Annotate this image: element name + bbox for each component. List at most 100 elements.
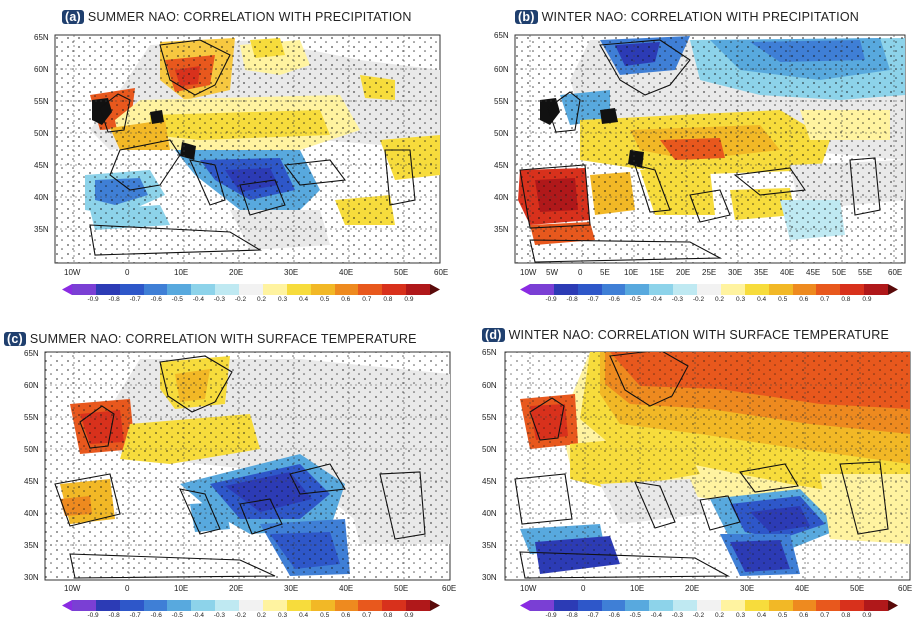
colorbar-label: 0.4 <box>299 296 309 303</box>
map-winter-precip <box>514 34 906 264</box>
colorbar-segment <box>191 600 216 611</box>
colorbar-label: 0.5 <box>320 296 330 303</box>
lon-tick: 50E <box>832 268 847 277</box>
lat-tick: 30N <box>24 573 39 582</box>
lon-tick: 50E <box>394 584 409 593</box>
colorbar-label: 0.9 <box>862 296 872 303</box>
colorbar-label: 0.2 <box>256 296 267 303</box>
colorbar-label: 0.8 <box>841 612 851 619</box>
colorbar-segment <box>286 600 312 611</box>
colorbar-label: 0.6 <box>799 296 809 303</box>
colorbar-label: -0.9 <box>87 296 99 303</box>
colorbar-label: -0.8 <box>566 612 578 619</box>
colorbar-segment <box>577 600 603 611</box>
colorbar-label: -0.6 <box>150 296 162 303</box>
colorbar-label: -0.7 <box>587 296 599 303</box>
colorbar-label: -0.6 <box>150 612 162 619</box>
colorbar-segment <box>649 284 674 295</box>
colorbar-label: 0.6 <box>799 612 809 619</box>
panel-title-text: SUMMER NAO: CORRELATION WITH SURFACE TEM… <box>29 332 417 346</box>
colorbar-label: -0.7 <box>129 612 141 619</box>
panel-title: (d) WINTER NAO: CORRELATION WITH SURFACE … <box>482 328 889 342</box>
colorbar-arrow-low <box>62 600 72 611</box>
panel-summer-temp: (c) SUMMER NAO: CORRELATION WITH SURFACE … <box>0 314 460 628</box>
lat-tick: 55N <box>24 413 39 422</box>
lon-tick: 60E <box>442 584 457 593</box>
lon-tick: 5W <box>546 268 558 277</box>
lon-tick: 10W <box>64 268 81 277</box>
lon-tick: 20E <box>676 268 691 277</box>
lon-tick: 40E <box>339 584 354 593</box>
colorbar-segment <box>768 600 794 611</box>
lon-tick: 20E <box>229 584 244 593</box>
lon-tick: 0 <box>581 584 586 593</box>
lon-tick: 35E <box>754 268 769 277</box>
colorbar-label: -0.5 <box>629 612 641 619</box>
colorbar-segment <box>697 284 722 295</box>
colorbar-label: -0.4 <box>650 612 662 619</box>
colorbar-segment <box>239 600 264 611</box>
lon-tick: 20E <box>685 584 700 593</box>
colorbar-label: 0.3 <box>278 296 288 303</box>
colorbar-arrow-low <box>62 284 72 295</box>
colorbar-segment <box>816 284 841 295</box>
lon-tick: 40E <box>795 584 810 593</box>
lat-tick: 55N <box>482 413 497 422</box>
colorbar-segment <box>697 600 722 611</box>
colorbar-segment <box>72 600 97 611</box>
colorbar-segment <box>625 600 650 611</box>
lat-tick: 30N <box>482 573 497 582</box>
colorbar-label: -0.4 <box>192 612 204 619</box>
lat-tick: 40N <box>494 193 509 202</box>
lon-tick: 20E <box>229 268 244 277</box>
lat-tick: 35N <box>24 541 39 550</box>
lon-tick: 55E <box>858 268 873 277</box>
colorbar-segment <box>649 600 674 611</box>
colorbar-label: 0.9 <box>862 612 872 619</box>
lat-tick: 55N <box>494 97 509 106</box>
colorbar-label: 0.8 <box>841 296 851 303</box>
colorbar-segment <box>239 284 264 295</box>
panel-title: (b) WINTER NAO: CORRELATION WITH PRECIPIT… <box>515 10 859 24</box>
colorbar: -0.9 -0.8 -0.7 -0.6 -0.5 -0.4 -0.3 -0.2 0.2 0.3 0.… <box>62 600 440 619</box>
colorbar-label: -0.3 <box>671 296 684 303</box>
lat-tick: 45N <box>494 161 509 170</box>
colorbar-label: 0.3 <box>278 612 288 619</box>
colorbar-segment <box>215 284 240 295</box>
lat-tick: 60N <box>34 65 49 74</box>
colorbar-segment <box>310 600 336 611</box>
lon-tick: 40E <box>780 268 795 277</box>
lon-tick: 10E <box>174 268 189 277</box>
colorbar-segment <box>358 284 383 295</box>
lon-tick: 50E <box>394 268 409 277</box>
colorbar-segment <box>840 284 865 295</box>
colorbar-label: -0.3 <box>671 612 684 619</box>
panel-title: (a) SUMMER NAO: CORRELATION WITH PRECIPIT… <box>62 10 412 24</box>
lon-tick: 60E <box>898 584 913 593</box>
colorbar-label: -0.5 <box>171 296 183 303</box>
panel-letter: (b) <box>515 10 538 24</box>
colorbar-segment <box>215 600 240 611</box>
lon-tick: 10W <box>520 584 537 593</box>
colorbar-label: 0.7 <box>362 296 372 303</box>
lat-tick: 35N <box>482 541 497 550</box>
lon-tick: 30E <box>728 268 743 277</box>
colorbar-segment <box>673 284 698 295</box>
colorbar: -0.9 -0.8 -0.7 -0.6 -0.5 -0.4 -0.3 -0.2 0.2 0.3 0.… <box>520 284 898 303</box>
map-summer-precip <box>54 34 441 264</box>
colorbar-label: 0.5 <box>778 612 788 619</box>
lon-tick: 25E <box>702 268 717 277</box>
panel-title-text: SUMMER NAO: CORRELATION WITH PRECIPITATI… <box>87 10 412 24</box>
colorbar-segment <box>334 600 359 611</box>
colorbar-segment <box>864 600 889 611</box>
colorbar-label: 0.8 <box>383 296 393 303</box>
lat-tick: 50N <box>34 129 49 138</box>
colorbar-segment <box>167 284 192 295</box>
colorbar-label: 0.9 <box>404 296 414 303</box>
colorbar-label: -0.3 <box>213 296 226 303</box>
colorbar-segment <box>840 600 865 611</box>
lon-tick: 45E <box>806 268 821 277</box>
colorbar-segment <box>262 600 288 611</box>
colorbar-segment <box>601 284 626 295</box>
colorbar-segment <box>382 600 407 611</box>
